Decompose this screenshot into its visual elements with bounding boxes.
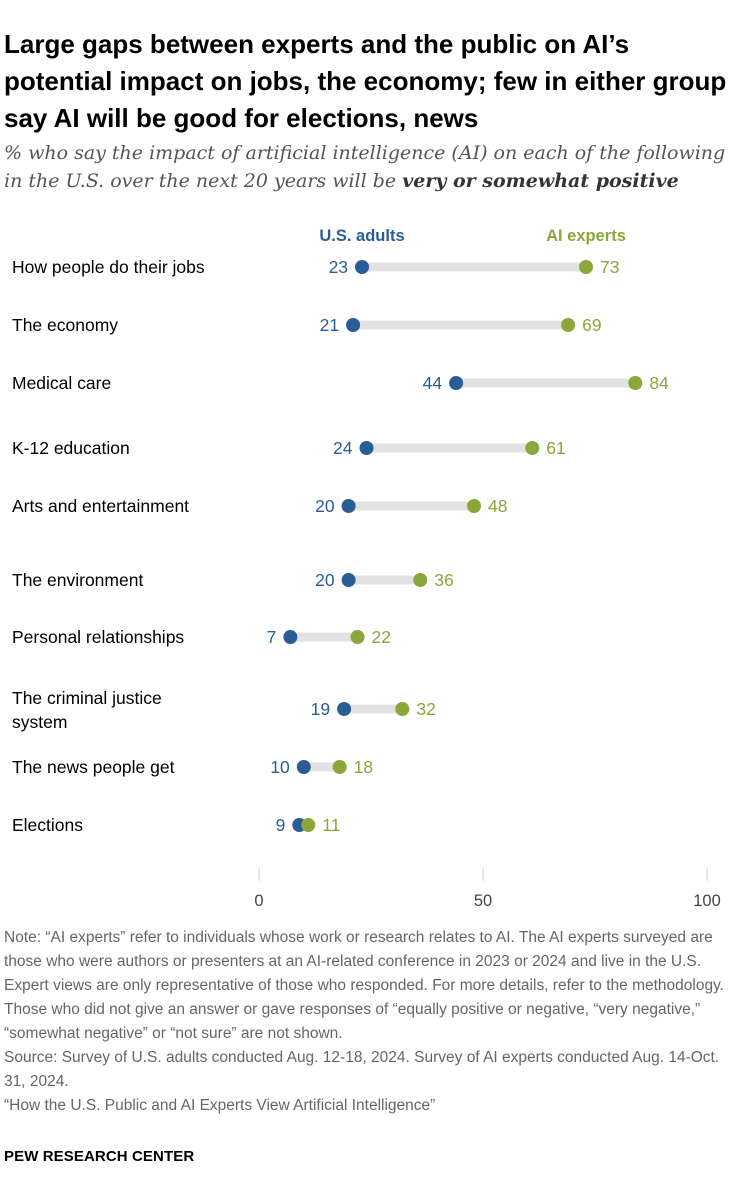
category-label: The environment — [12, 570, 143, 590]
dot-us-adults — [341, 573, 356, 587]
dot-us-adults — [337, 702, 352, 716]
value-label-ai-experts: 11 — [322, 815, 340, 835]
report-title: “How the U.S. Public and AI Experts View… — [4, 1097, 436, 1114]
dot-ai-experts — [301, 818, 316, 832]
dot-ai-experts — [561, 318, 576, 332]
value-label-ai-experts: 61 — [546, 438, 565, 458]
value-label-us-adults: 23 — [329, 257, 348, 277]
dot-ai-experts — [332, 760, 347, 774]
x-tick-label: 50 — [474, 892, 492, 910]
value-label-us-adults: 44 — [423, 373, 443, 393]
legend-ai-experts: AI experts — [546, 227, 626, 245]
dot-ai-experts — [579, 260, 594, 274]
x-tick-label: 0 — [254, 892, 263, 910]
value-label-ai-experts: 22 — [372, 627, 391, 647]
category-label: Personal relationships — [12, 627, 184, 647]
source-text: Source: Survey of U.S. adults conducted … — [4, 1049, 720, 1090]
subtitle-emphasis: very or somewhat positive — [402, 170, 679, 192]
legend-us-adults: U.S. adults — [319, 227, 404, 245]
category-label: How people do their jobs — [12, 257, 205, 277]
value-label-ai-experts: 18 — [354, 757, 373, 777]
value-label-ai-experts: 84 — [649, 373, 669, 393]
dot-ai-experts — [395, 702, 410, 716]
value-label-ai-experts: 73 — [600, 257, 619, 277]
dot-us-adults — [283, 630, 298, 644]
category-label: The news people get — [12, 757, 175, 777]
x-tick-label: 100 — [693, 892, 721, 910]
category-label: The economy — [12, 315, 118, 335]
value-label-us-adults: 24 — [333, 438, 353, 458]
value-label-ai-experts: 32 — [416, 699, 435, 719]
value-label-us-adults: 19 — [311, 699, 330, 719]
dot-plot: U.S. adults AI experts How people do their… — [12, 227, 721, 910]
dot-us-adults — [359, 441, 374, 455]
category-label: Elections — [12, 815, 83, 835]
dot-us-adults — [355, 260, 370, 274]
dot-us-adults — [296, 760, 311, 774]
notes-block: Note: “AI experts” refer to individuals … — [4, 926, 732, 1118]
value-label-us-adults: 9 — [276, 815, 286, 835]
note-text: Note: “AI experts” refer to individuals … — [4, 929, 724, 1042]
subtitle-text: % who say the impact of artificial intel… — [4, 142, 726, 192]
chart-title: Large gaps between experts and the publi… — [4, 29, 727, 133]
value-label-ai-experts: 69 — [582, 315, 601, 335]
dot-ai-experts — [467, 499, 482, 513]
value-label-us-adults: 20 — [315, 496, 335, 516]
category-label: Arts and entertainment — [12, 496, 189, 516]
footer-brand: PEW RESEARCH CENTER — [4, 1148, 195, 1165]
value-label-us-adults: 7 — [267, 627, 277, 647]
value-label-us-adults: 21 — [320, 315, 339, 335]
value-label-ai-experts: 48 — [488, 496, 507, 516]
dot-ai-experts — [525, 441, 540, 455]
value-label-us-adults: 20 — [315, 570, 335, 590]
chart-subtitle: % who say the impact of artificial intel… — [4, 139, 734, 195]
dot-us-adults — [346, 318, 361, 332]
dot-us-adults — [449, 376, 464, 390]
dot-ai-experts — [413, 573, 428, 587]
dot-us-adults — [341, 499, 356, 513]
dot-ai-experts — [628, 376, 643, 390]
category-label: Medical care — [12, 373, 111, 393]
dot-ai-experts — [350, 630, 365, 644]
value-label-ai-experts: 36 — [434, 570, 453, 590]
value-label-us-adults: 10 — [270, 757, 290, 777]
category-label: K-12 education — [12, 438, 130, 458]
category-label: The criminal justice system — [12, 688, 162, 732]
